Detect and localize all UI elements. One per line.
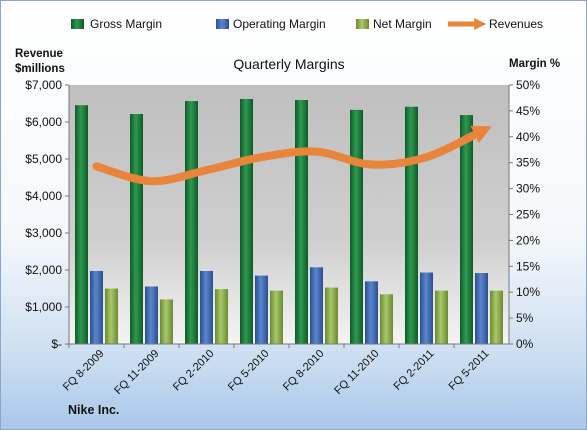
right-tick-label: 15%	[516, 259, 540, 273]
x-tick-label: FQ 5-2010	[226, 348, 272, 394]
right-tick-label: 20%	[516, 233, 540, 247]
net-margin-swatch-icon	[356, 19, 369, 29]
right-tick-label: 50%	[516, 78, 540, 92]
x-tick-label: FQ 8-2010	[281, 348, 327, 394]
net-margin-bar	[215, 289, 228, 344]
right-tick-label: 40%	[516, 130, 540, 144]
right-tick-label: 0%	[516, 337, 534, 351]
x-tick-label: FQ 11-2009	[112, 348, 161, 397]
right-tick-label: 25%	[516, 208, 540, 222]
operating-margin-bar	[90, 270, 103, 344]
legend: Gross Margin Operating Margin Net Margin…	[71, 17, 543, 31]
net-margin-bar	[105, 288, 118, 344]
legend-revenues: Revenues	[489, 17, 543, 31]
gross-margin-bar	[240, 98, 253, 345]
operating-margin-bar	[255, 275, 268, 344]
net-margin-bar	[325, 287, 338, 344]
left-tick-label: $7,000	[25, 78, 62, 92]
x-tick-label: FQ 5-2011	[447, 348, 492, 393]
gross-margin-bar	[405, 106, 418, 344]
left-tick-label: $3,000	[25, 226, 62, 240]
legend-gross-margin: Gross Margin	[90, 17, 162, 31]
revenues-line	[92, 125, 492, 186]
x-tick-label: FQ 2-2011	[392, 348, 437, 393]
net-margin-bar	[270, 290, 283, 344]
right-tick-label: 45%	[516, 104, 540, 118]
gross-margin-swatch-icon	[71, 19, 84, 29]
operating-margin-bar	[365, 281, 378, 344]
operating-margin-bar	[145, 286, 158, 344]
operating-margin-swatch-icon	[216, 19, 229, 29]
right-tick-label: 35%	[516, 156, 540, 170]
right-axis-title: Margin %	[509, 58, 560, 70]
operating-margin-bar	[310, 267, 323, 344]
operating-margin-bar	[475, 273, 488, 344]
x-tick-label: FQ 8-2009	[61, 348, 107, 394]
revenue-line-layer	[92, 125, 492, 186]
legend-operating-margin: Operating Margin	[233, 17, 326, 31]
x-tick-label: FQ 11-2010	[332, 348, 381, 397]
left-axis-title-line1: Revenue	[15, 48, 63, 60]
chart-title: Quarterly Margins	[233, 56, 344, 72]
gross-margin-bar	[185, 101, 198, 344]
operating-margin-bar	[200, 270, 213, 344]
bars-layer	[75, 98, 503, 345]
operating-margin-bar	[420, 272, 433, 344]
net-margin-bar	[160, 299, 173, 344]
right-tick-label: 10%	[516, 285, 540, 299]
left-tick-label: $6,000	[25, 115, 62, 129]
gross-margin-bar	[460, 115, 473, 344]
net-margin-bar	[435, 290, 448, 344]
left-tick-label: $1,000	[25, 300, 62, 314]
left-tick-label: $4,000	[25, 189, 62, 203]
left-tick-label: $5,000	[25, 152, 62, 166]
gross-margin-bar	[75, 105, 88, 345]
right-tick-label: 30%	[516, 182, 540, 196]
x-tick-label: FQ 2-2010	[171, 348, 217, 394]
legend-net-margin: Net Margin	[373, 17, 432, 31]
left-tick-label: $-	[51, 337, 62, 351]
left-tick-label: $2,000	[25, 263, 62, 277]
gross-margin-bar	[295, 100, 308, 344]
left-axis-title-line2: $millions	[15, 63, 65, 75]
gross-margin-bar	[350, 109, 363, 344]
net-margin-bar	[380, 294, 393, 344]
net-margin-bar	[490, 290, 503, 344]
company-label: Nike Inc.	[68, 403, 119, 417]
right-tick-label: 5%	[516, 311, 534, 325]
gross-margin-bar	[130, 114, 143, 345]
